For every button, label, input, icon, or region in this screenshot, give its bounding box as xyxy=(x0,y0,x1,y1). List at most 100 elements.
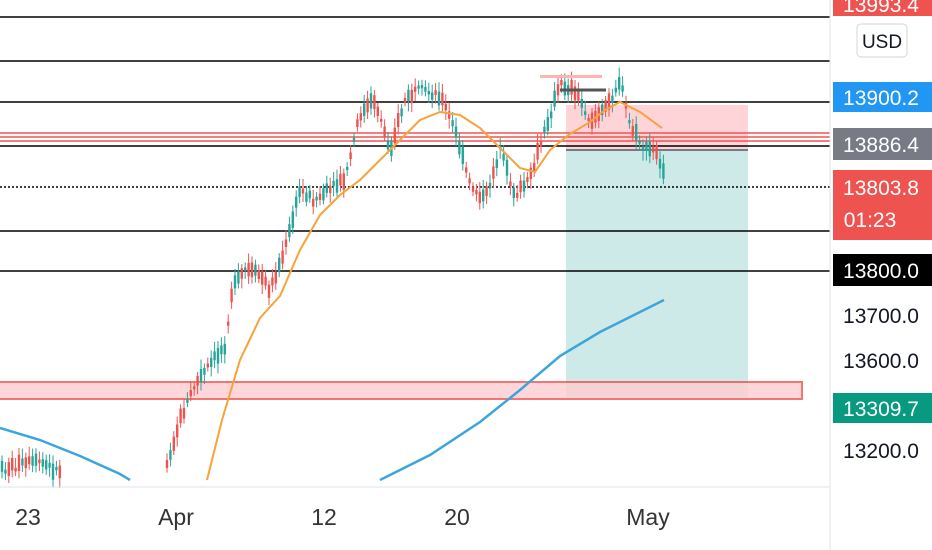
candle xyxy=(165,453,169,473)
candle xyxy=(213,341,216,369)
price-tag-label: 13309.7 xyxy=(843,398,919,421)
candle xyxy=(475,183,478,202)
candle xyxy=(482,179,485,209)
horizontal-levels xyxy=(0,16,830,272)
x-tick-label: May xyxy=(626,504,670,530)
candle xyxy=(237,263,240,289)
candle xyxy=(220,337,223,363)
candle xyxy=(4,462,7,481)
candles xyxy=(0,67,665,488)
candle xyxy=(468,172,471,191)
candle xyxy=(376,102,379,123)
candle xyxy=(210,350,213,377)
candle xyxy=(41,452,44,474)
candle xyxy=(611,88,614,113)
candle xyxy=(519,174,522,199)
countdown-label: 01:23 xyxy=(844,209,897,232)
candle xyxy=(662,154,665,185)
price-tags: 13993.4 13900.2 13886.4 13803.8 01:23 13800.0… xyxy=(833,0,932,423)
candle xyxy=(55,460,58,476)
candle xyxy=(281,240,284,270)
small-marker xyxy=(540,75,602,78)
candle xyxy=(550,103,553,129)
candle xyxy=(618,67,621,96)
candle xyxy=(298,178,301,204)
candle xyxy=(325,175,328,198)
candle xyxy=(614,79,617,97)
candle xyxy=(176,416,179,447)
candle xyxy=(216,341,220,374)
candle xyxy=(233,269,237,296)
candle xyxy=(34,448,38,473)
candle xyxy=(206,357,209,372)
candle xyxy=(465,161,468,178)
candle xyxy=(227,314,230,334)
candle xyxy=(400,103,403,123)
candle xyxy=(189,381,192,402)
candle xyxy=(284,230,288,255)
y-tick-label: 13600.0 xyxy=(843,350,919,373)
price-tag-background xyxy=(833,128,932,160)
candle xyxy=(397,104,400,135)
candle xyxy=(543,119,546,139)
price-tag: 13309.7 xyxy=(833,393,932,423)
candle xyxy=(383,119,386,141)
ma-slow-line xyxy=(0,426,131,482)
candle xyxy=(461,140,464,171)
price-tag: 13900.2 xyxy=(833,82,932,112)
candle xyxy=(434,83,437,104)
candle xyxy=(488,174,492,198)
candle xyxy=(509,172,512,196)
candle xyxy=(278,253,281,278)
x-tick-label: 12 xyxy=(311,504,337,530)
candle xyxy=(254,259,257,283)
price-tag: 13993.4 xyxy=(833,0,932,17)
candle xyxy=(291,205,294,234)
candle xyxy=(380,110,383,128)
candle xyxy=(28,446,31,470)
candle xyxy=(199,359,203,391)
candle xyxy=(458,133,461,159)
candle xyxy=(441,83,444,112)
candle xyxy=(366,90,369,120)
candle xyxy=(169,442,172,467)
candle xyxy=(604,95,607,118)
candle xyxy=(0,455,4,479)
candle xyxy=(607,88,611,117)
candle xyxy=(31,448,34,473)
candle xyxy=(288,216,291,242)
candle xyxy=(312,189,315,215)
candle xyxy=(264,270,267,290)
candle xyxy=(332,171,335,197)
candle xyxy=(403,92,407,107)
candle xyxy=(587,113,590,128)
candle xyxy=(356,113,359,132)
candle xyxy=(431,84,434,108)
candle xyxy=(553,82,556,111)
candle xyxy=(329,177,332,203)
candle xyxy=(58,459,61,488)
candle xyxy=(631,118,634,141)
currency-button[interactable]: USD xyxy=(856,23,908,58)
candle xyxy=(451,111,454,134)
candle xyxy=(546,108,549,136)
candle xyxy=(203,363,206,385)
candle xyxy=(186,392,189,408)
y-tick-label: 13700.0 xyxy=(843,305,919,328)
candle xyxy=(444,94,447,120)
candle xyxy=(244,262,247,279)
candle xyxy=(485,181,488,204)
candle xyxy=(335,169,339,197)
candle xyxy=(240,264,243,289)
candle xyxy=(621,76,624,97)
candle xyxy=(414,78,417,101)
candle xyxy=(536,134,539,165)
candle xyxy=(573,80,577,110)
candle xyxy=(628,112,631,129)
candle xyxy=(305,185,308,207)
ma-slow-line xyxy=(379,298,665,482)
candle xyxy=(346,162,349,176)
candle xyxy=(471,182,475,197)
candle xyxy=(17,448,21,479)
